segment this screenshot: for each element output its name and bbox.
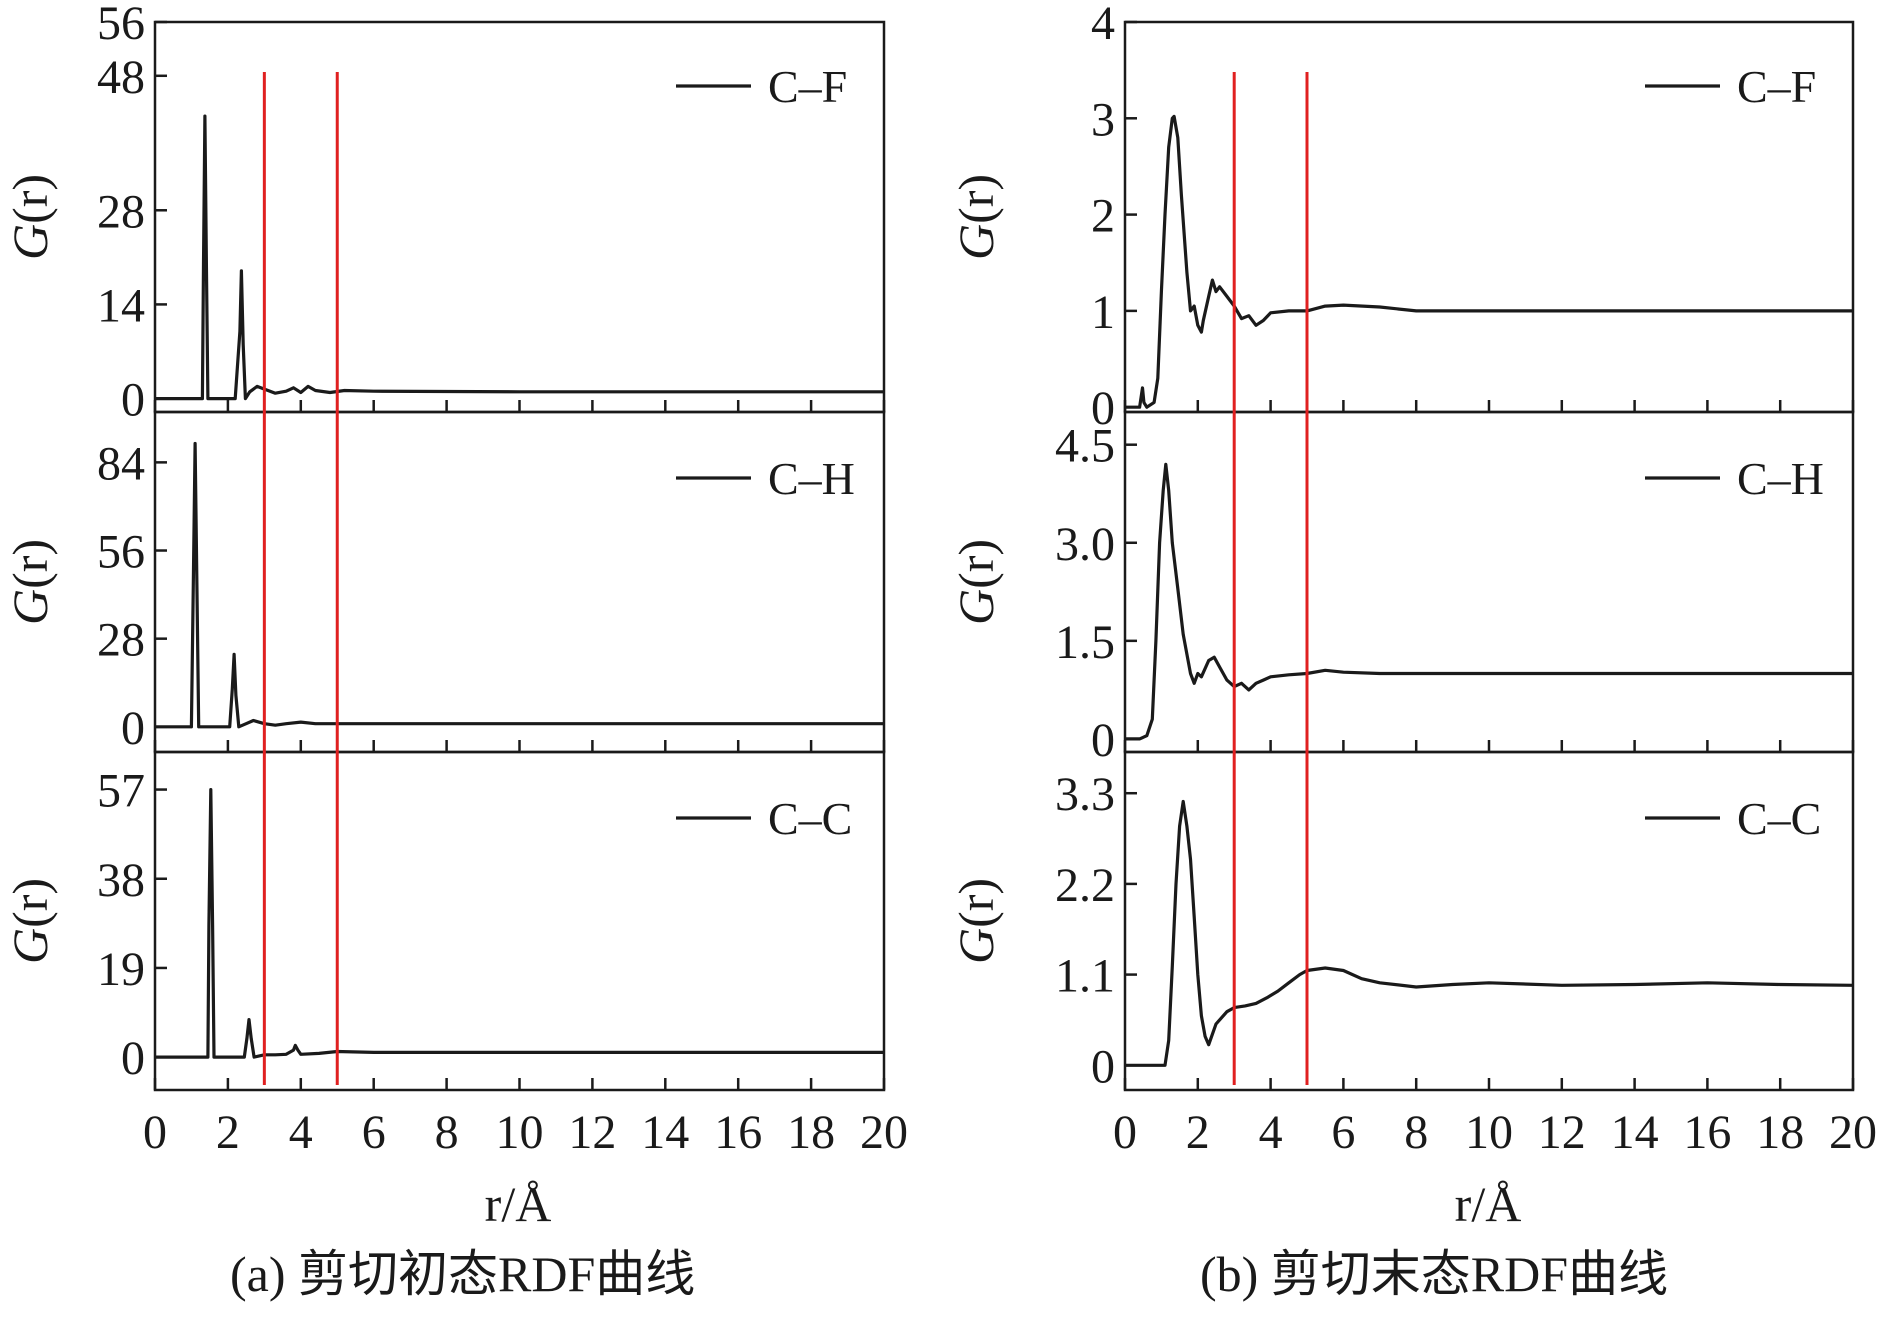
y-tick-label: 1.5: [1055, 616, 1115, 669]
x-tick-label: 4: [289, 1106, 313, 1159]
x-tick-label: 20: [860, 1106, 908, 1159]
y-tick-label: 4: [1091, 0, 1115, 50]
y-axis-label: G(r): [2, 174, 58, 260]
series-line: [1125, 462, 1853, 741]
y-axis-label: G(r): [2, 878, 58, 964]
y-tick-label: 38: [97, 854, 145, 907]
x-tick-label: 0: [1113, 1106, 1137, 1159]
y-axis-label: G(r): [948, 539, 1004, 625]
series-line: [1125, 799, 1854, 1067]
series-line: [155, 441, 884, 729]
x-axis-label-a: r/Å: [485, 1176, 552, 1232]
y-tick-label: 19: [97, 943, 145, 996]
y-tick-label: 0: [121, 702, 145, 755]
legend-label: C–C: [1737, 793, 1821, 844]
series-line: [155, 787, 884, 1059]
y-tick-label: 0: [1091, 382, 1115, 435]
x-tick-label: 4: [1259, 1106, 1283, 1159]
y-tick-label: 3.0: [1055, 518, 1115, 571]
x-tick-label: 18: [1756, 1106, 1804, 1159]
caption-a: (a) 剪切初态RDF曲线: [230, 1246, 696, 1302]
x-tick-label: 10: [1465, 1106, 1513, 1159]
y-tick-label: 57: [97, 765, 145, 818]
x-tick-label: 2: [216, 1106, 240, 1159]
y-axis-label: G(r): [2, 539, 58, 625]
y-tick-label: 0: [121, 1032, 145, 1085]
y-tick-label: 56: [97, 526, 145, 579]
x-tick-label: 0: [143, 1106, 167, 1159]
legend-label: C–H: [768, 453, 855, 504]
y-tick-label: 2: [1091, 190, 1115, 243]
y-tick-label: 2.2: [1055, 859, 1115, 912]
x-tick-label: 10: [496, 1106, 544, 1159]
legend-label: C–F: [1737, 61, 1816, 112]
x-tick-label: 8: [1404, 1106, 1428, 1159]
y-axis-label: G(r): [948, 878, 1004, 964]
series-line: [155, 114, 884, 401]
legend-label: C–F: [768, 61, 847, 112]
y-tick-label: 1.1: [1055, 950, 1115, 1003]
x-tick-label: 6: [1331, 1106, 1355, 1159]
y-tick-label: 84: [97, 437, 145, 490]
x-tick-label: 16: [714, 1106, 762, 1159]
y-tick-label: 3: [1091, 93, 1115, 146]
x-tick-label: 2: [1186, 1106, 1210, 1159]
y-tick-label: 28: [97, 185, 145, 238]
x-tick-label: 6: [362, 1106, 386, 1159]
y-tick-label: 0: [1091, 1040, 1115, 1093]
y-tick-label: 0: [1091, 714, 1115, 767]
y-tick-label: 3.3: [1055, 768, 1115, 821]
y-axis-label: G(r): [948, 174, 1004, 260]
legend-label: C–H: [1737, 453, 1824, 504]
legend-label: C–C: [768, 793, 852, 844]
x-tick-label: 16: [1683, 1106, 1731, 1159]
x-tick-label: 14: [1611, 1106, 1659, 1159]
x-tick-label: 20: [1829, 1106, 1877, 1159]
y-tick-label: 4.5: [1055, 420, 1115, 473]
x-tick-label: 18: [787, 1106, 835, 1159]
y-tick-label: 28: [97, 614, 145, 667]
x-tick-label: 14: [641, 1106, 689, 1159]
x-tick-label: 12: [568, 1106, 616, 1159]
series-line: [1125, 114, 1853, 409]
x-tick-label: 8: [435, 1106, 459, 1159]
y-tick-label: 14: [97, 279, 145, 332]
panel-b-final-rdf: 01234G(r)C–F01.53.04.5G(r)C–H01.12.23.30…: [948, 0, 1877, 1159]
x-tick-label: 12: [1538, 1106, 1586, 1159]
y-tick-label: 0: [121, 374, 145, 427]
y-tick-label: 48: [97, 51, 145, 104]
y-tick-label: 56: [97, 0, 145, 50]
caption-b: (b) 剪切末态RDF曲线: [1200, 1246, 1669, 1302]
x-axis-label-b: r/Å: [1455, 1176, 1522, 1232]
y-tick-label: 1: [1091, 286, 1115, 339]
